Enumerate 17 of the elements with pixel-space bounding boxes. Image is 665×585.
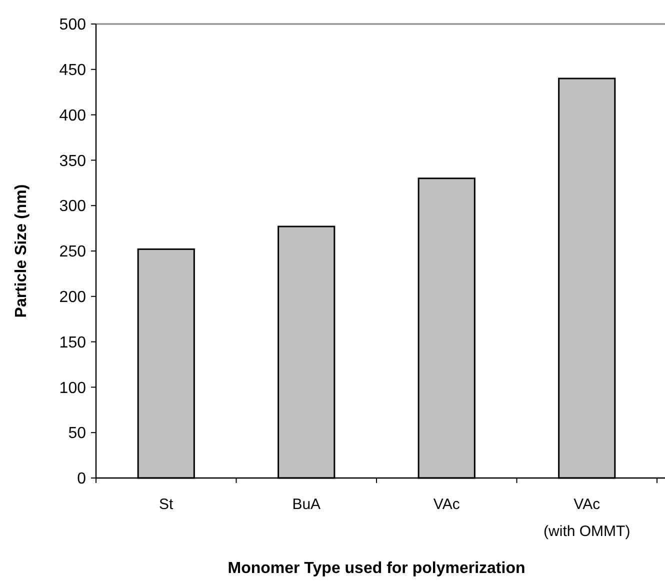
x-tick-label: VAc [433,496,460,513]
y-tick-label: 250 [59,244,86,261]
y-tick-label: 50 [68,425,86,442]
y-tick-label: 350 [59,152,86,170]
y-tick-label: 200 [59,289,86,306]
y-tick-label: 150 [59,334,86,352]
y-tick-label: 400 [59,107,86,124]
y-tick-label: 0 [77,470,86,488]
y-axis-title: Particle Size (nm) [13,184,30,318]
y-tick-label: 100 [59,380,86,397]
y-tick-label: 500 [59,16,86,34]
x-tick-label: St [159,496,174,513]
x-tick-label: BuA [292,496,321,513]
y-tick-label: 450 [59,62,86,79]
x-tick-label: VAc (with OMMT) [544,496,630,540]
y-tick-label: 300 [59,198,86,216]
x-axis-title: Monomer Type used for polymerization [228,560,526,577]
